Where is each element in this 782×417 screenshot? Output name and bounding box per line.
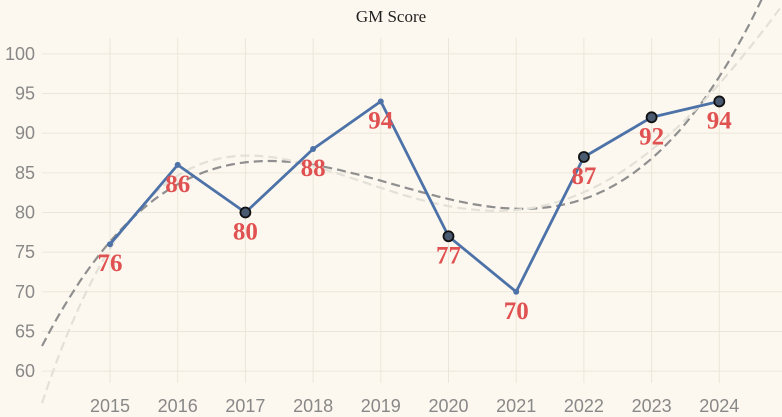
x-tick-label: 2021 bbox=[496, 396, 536, 416]
highlight-marker bbox=[239, 206, 252, 219]
grid-lines bbox=[42, 38, 782, 383]
y-tick-label: 60 bbox=[15, 361, 35, 381]
highlight-marker bbox=[645, 111, 658, 124]
x-tick-label: 2017 bbox=[225, 396, 265, 416]
y-tick-label: 100 bbox=[5, 44, 35, 64]
y-tick-label: 80 bbox=[15, 202, 35, 222]
data-label: 76 bbox=[98, 250, 123, 277]
data-labels: 76 86 80 88 94 77 70 87 92 94 bbox=[98, 107, 733, 324]
x-tick-label: 2016 bbox=[158, 396, 198, 416]
data-label: 86 bbox=[165, 171, 190, 198]
data-label: 94 bbox=[707, 107, 733, 134]
y-tick-label: 95 bbox=[15, 84, 35, 104]
y-tick-label: 65 bbox=[15, 321, 35, 341]
data-point bbox=[174, 161, 181, 168]
highlight-marker bbox=[713, 95, 726, 108]
highlight-marker bbox=[578, 151, 590, 163]
x-axis: 2015 2016 2017 2018 2019 2020 2021 2022 2023 2024 bbox=[90, 396, 739, 416]
data-point bbox=[107, 241, 113, 248]
data-point bbox=[377, 98, 384, 105]
data-label: 88 bbox=[301, 155, 326, 182]
x-tick-label: 2019 bbox=[361, 396, 401, 416]
trend-line bbox=[41, 0, 763, 347]
series-line bbox=[108, 100, 720, 294]
chart-title: GM Score bbox=[356, 7, 426, 26]
data-label: 92 bbox=[639, 123, 664, 150]
highlight-marker bbox=[442, 230, 455, 243]
x-tick-label: 2022 bbox=[564, 396, 604, 416]
x-tick-label: 2018 bbox=[293, 396, 333, 416]
y-tick-label: 70 bbox=[15, 282, 35, 302]
series-layer bbox=[107, 95, 726, 295]
x-tick-label: 2020 bbox=[428, 396, 468, 416]
y-axis: 60 65 70 75 80 85 90 95 100 bbox=[5, 44, 35, 381]
y-tick-label: 85 bbox=[15, 163, 35, 183]
y-tick-label: 90 bbox=[15, 123, 35, 143]
data-label: 80 bbox=[233, 218, 258, 245]
x-tick-label: 2015 bbox=[90, 396, 130, 416]
data-point bbox=[310, 146, 317, 153]
x-tick-label: 2023 bbox=[632, 396, 672, 416]
trend-lines bbox=[40, 0, 781, 404]
y-tick-label: 75 bbox=[15, 242, 35, 262]
data-label: 94 bbox=[368, 107, 394, 134]
x-tick-label: 2024 bbox=[699, 396, 739, 416]
data-label: 87 bbox=[571, 163, 596, 190]
data-label: 77 bbox=[436, 242, 461, 269]
data-label: 70 bbox=[504, 298, 529, 325]
data-point bbox=[513, 288, 520, 295]
trend-line bbox=[40, 7, 781, 404]
